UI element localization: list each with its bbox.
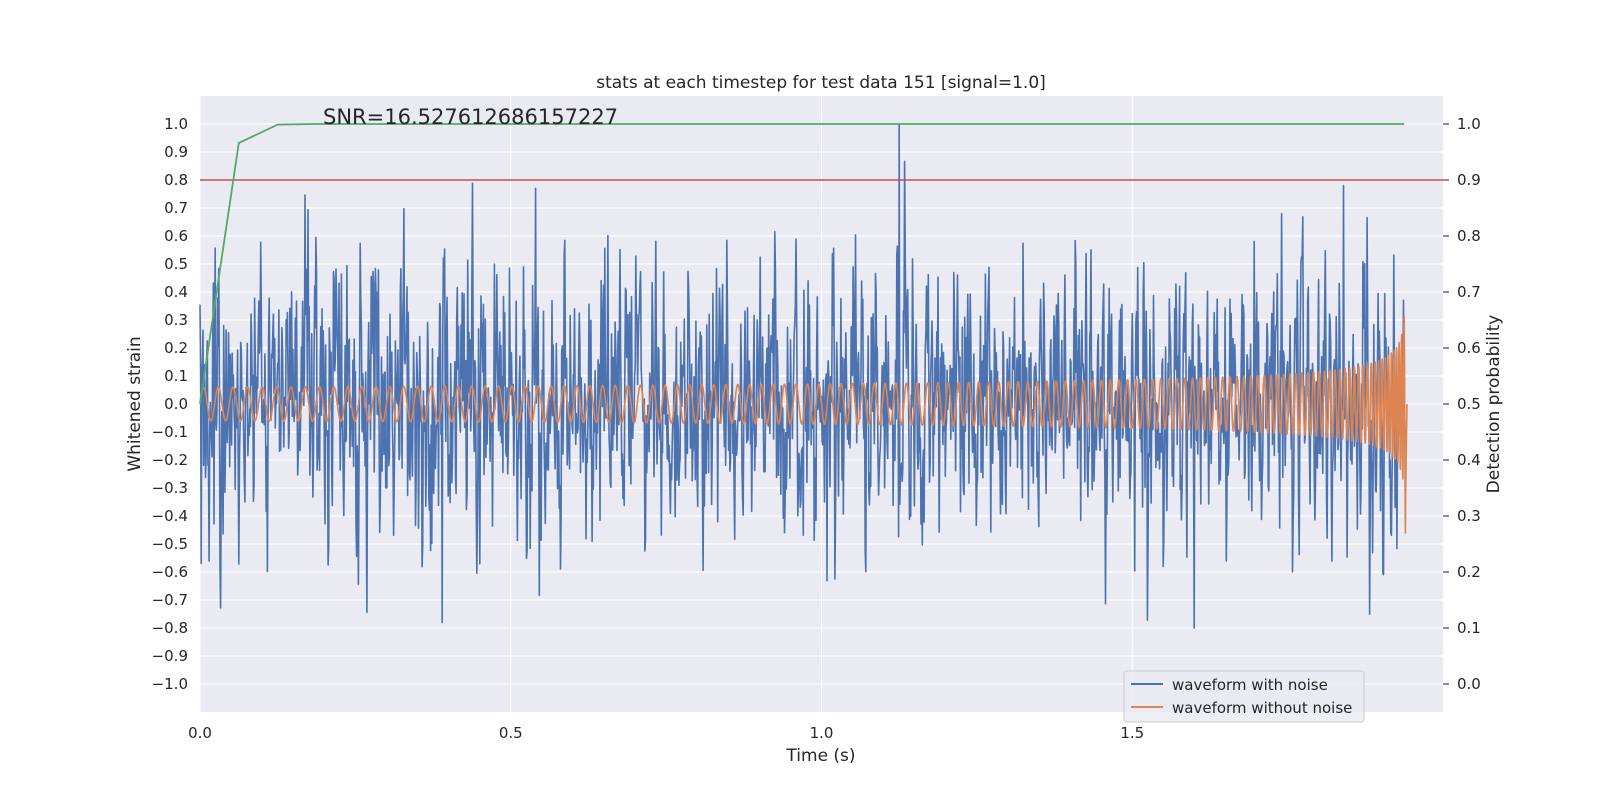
y-tick-label: 0.0 [164, 395, 188, 413]
y-tick-label: −0.7 [152, 591, 188, 609]
y-tick-label: 0.3 [164, 311, 188, 329]
series-line-waveform-with-noise [199, 123, 1407, 629]
y2-tick-label: 0.9 [1457, 171, 1481, 189]
y2-tick-label: 0.7 [1457, 283, 1481, 301]
y-tick-label: −0.2 [152, 451, 188, 469]
y-tick-label: 0.1 [164, 367, 188, 385]
tick-labels: 1.0 0.9 0.8 0.7 0.6 0.5 0.4 0.3 0.2 0.1 0.0 −0.1 −0.… [152, 115, 1481, 742]
y2-tick-label: 0.3 [1457, 507, 1481, 525]
y2-tick-label: 0.8 [1457, 227, 1481, 245]
legend-label-clean: waveform without noise [1172, 699, 1352, 717]
y-tick-label: 0.4 [164, 283, 188, 301]
y2-axis-label: Detection probability [1484, 315, 1504, 494]
y2-tick-label: 0.6 [1457, 339, 1481, 357]
y-tick-label: −0.5 [152, 535, 188, 553]
legend-label-noise: waveform with noise [1172, 676, 1328, 694]
y-tick-label: −0.9 [152, 647, 188, 665]
y-tick-label: −0.8 [152, 619, 188, 637]
y-tick-label: −1.0 [152, 675, 188, 693]
y2-tick-label: 1.0 [1457, 115, 1481, 133]
y-tick-label: −0.3 [152, 479, 188, 497]
x-tick-label: 1.5 [1120, 724, 1144, 742]
y-tick-label: 1.0 [164, 115, 188, 133]
x-axis-label: Time (s) [785, 746, 855, 766]
y-tick-label: 0.9 [164, 143, 188, 161]
y2-tick-label: 0.4 [1457, 451, 1481, 469]
y-tick-label: 0.5 [164, 255, 188, 273]
y2-tick-label: 0.1 [1457, 619, 1481, 637]
y-tick-label: 0.8 [164, 171, 188, 189]
y2-tick-label: 0.2 [1457, 563, 1481, 581]
y-tick-label: 0.2 [164, 339, 188, 357]
y2-tick-label: 0.5 [1457, 395, 1481, 413]
x-tick-label: 0.0 [188, 724, 212, 742]
y-tick-label: −0.4 [152, 507, 188, 525]
legend-box [1123, 670, 1365, 723]
series-line-waveform-without-noise [199, 315, 1408, 534]
legend: waveform with noise waveform without noi… [1123, 670, 1365, 723]
x-tick-label: 0.5 [499, 724, 523, 742]
y-tick-label: 0.7 [164, 199, 188, 217]
series-line-detection-probability [199, 123, 1405, 405]
x-tick-label: 1.0 [810, 724, 834, 742]
y-tick-label: −0.1 [152, 423, 188, 441]
y-tick-label: 0.6 [164, 227, 188, 245]
snr-annotation: SNR=16.527612686157227 [323, 105, 618, 129]
y-axis-label: Whitened strain [125, 336, 145, 471]
series-layer [199, 123, 1443, 629]
chart-title: stats at each timestep for test data 151… [596, 73, 1046, 93]
y2-tick-label: 0.0 [1457, 675, 1481, 693]
y-tick-label: −0.6 [152, 563, 188, 581]
